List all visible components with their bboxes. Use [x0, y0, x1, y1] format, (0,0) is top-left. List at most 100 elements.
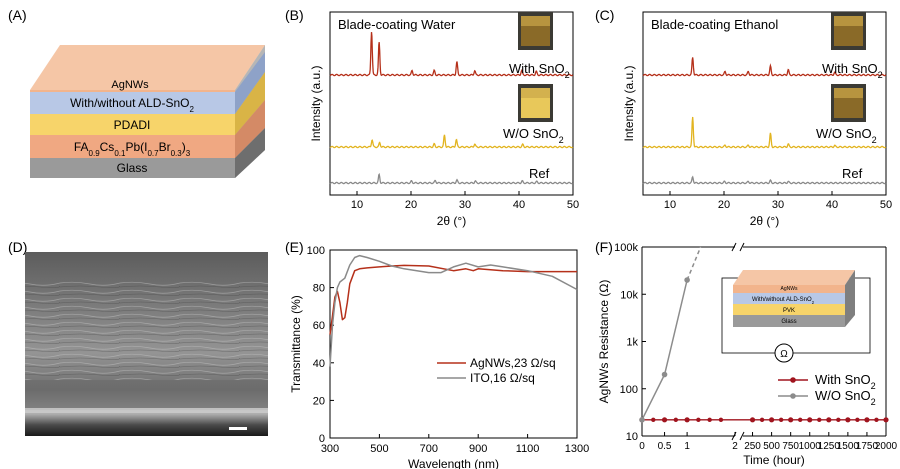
series-line-ito	[329, 254, 578, 367]
y-axis-label: Intensity (a.u.)	[309, 65, 323, 141]
xrd-series-ref	[329, 172, 574, 185]
data-point-with-sno2	[718, 417, 724, 423]
data-point-with-sno2	[684, 417, 690, 423]
x-tick-label: 700	[420, 443, 438, 455]
y-tick-label: 10	[626, 431, 638, 443]
panel-label-e: (E)	[285, 239, 304, 255]
legend-label-agnws: AgNWs,23 Ω/sq	[470, 356, 556, 370]
data-point-with-sno2	[651, 417, 656, 423]
data-point-with-sno2	[836, 417, 841, 423]
y-tick-label: 10k	[620, 289, 638, 301]
x-tick-label: 900	[469, 443, 487, 455]
axis-break	[739, 242, 745, 252]
x-tick-label: 1	[684, 441, 690, 452]
layer-label-pdadi: PDADI	[114, 118, 151, 132]
side-pvk	[235, 100, 265, 158]
inset-label-agnws: AgNWs	[781, 286, 798, 292]
x-tick-label: 20	[718, 199, 730, 211]
sample-photo	[831, 12, 866, 50]
x-tick-label: 1250	[818, 441, 841, 452]
x-tick-label: 1500	[837, 441, 860, 452]
panel-label-f: (F)	[595, 239, 613, 255]
sem-cross-section-image	[25, 252, 268, 436]
photo-highlight	[521, 88, 550, 98]
data-point-with-sno2	[696, 417, 701, 423]
data-point-with-sno2	[845, 417, 851, 423]
xrd-series-wo-sno2	[329, 134, 574, 149]
layer-agnw	[30, 90, 235, 92]
data-point-with-sno2	[769, 417, 775, 423]
y-axis-label: AgNWs Resistance (Ω)	[597, 280, 611, 404]
panel-label-c: (C)	[595, 7, 614, 23]
inset-device-diagram: Ω AgNWs With/without ALD-SnO2 PVK Glass	[721, 270, 871, 363]
sem-nanowire-texture	[25, 280, 268, 380]
x-tick-label: 2	[732, 441, 738, 452]
x-tick-label: 300	[321, 443, 339, 455]
data-point-with-sno2	[707, 417, 712, 423]
xrd-series-with-sno2	[329, 32, 574, 77]
side-sno2	[235, 52, 265, 114]
xrd-water-chart: 10 20 30 40 50 2θ (°) Intensity (a.u.) Blade-co…	[309, 11, 579, 228]
data-point-wo-sno2	[639, 417, 645, 423]
x-axis-label: 2θ (°)	[437, 214, 466, 228]
data-point-with-sno2	[749, 417, 756, 423]
chart-title: Blade-coating Ethanol	[651, 17, 778, 32]
legend-label-with-sno2: With SnO2	[815, 372, 876, 391]
inset-label-glass: Glass	[781, 319, 796, 325]
x-tick-label: 2000	[875, 441, 898, 452]
layer-label-agnws: AgNWs	[111, 79, 149, 91]
series-label-with-sno2: With SnO2	[509, 61, 570, 80]
y-tick-label: 100k	[614, 242, 638, 254]
legend-label-ito: ITO,16 Ω/sq	[470, 371, 535, 385]
x-tick-label: 1000	[799, 441, 822, 452]
y-tick-label: 80	[313, 283, 325, 295]
x-axis-label: Wavelength (nm)	[408, 457, 499, 469]
sem-substrate-edge	[25, 408, 268, 413]
axis-break	[731, 242, 737, 252]
data-point-wo-sno2	[684, 277, 690, 283]
sample-photo	[518, 12, 553, 50]
side-glass	[235, 128, 265, 178]
series-label-ref: Ref	[529, 166, 550, 181]
data-point-with-sno2	[673, 417, 679, 423]
layer-label-glass: Glass	[117, 161, 148, 175]
data-point-with-sno2	[874, 417, 879, 423]
layer-glass	[30, 158, 235, 178]
legend-label-wo-sno2: W/O SnO2	[815, 388, 876, 407]
x-tick-label: 0.5	[658, 441, 672, 452]
inset-side-face	[845, 270, 855, 327]
x-tick-label: 10	[664, 199, 676, 211]
layer-sno2	[30, 92, 235, 114]
x-tick-label: 10	[351, 199, 363, 211]
resistance-chart: 10 100 1k 10k 100k 0 0.5 1 2 250 500 750 10001250150…	[597, 242, 898, 467]
x-tick-label: 30	[459, 199, 471, 211]
sample-photo	[518, 84, 553, 122]
ohmmeter-symbol	[774, 343, 794, 363]
inset-layer-3	[733, 315, 845, 327]
layer-pdadi	[30, 114, 235, 135]
x-tick-label: 1100	[516, 443, 540, 455]
legend-marker-wo-sno2	[790, 393, 796, 399]
photo-highlight	[834, 88, 863, 98]
photo-highlight	[521, 16, 550, 26]
transmittance-chart: 300 500 700 900 1100 1300 0 20 40 60 80 100 Waveleng…	[289, 245, 589, 469]
data-point-with-sno2	[817, 417, 822, 423]
inset-label-sno2: With/without ALD-SnO2	[752, 297, 815, 305]
data-point-with-sno2	[855, 417, 860, 423]
y-tick-label: 100	[620, 384, 638, 396]
x-tick-label: 40	[513, 199, 525, 211]
layer-label-perovskite: FA0.9Cs0.1Pb(I0.7Br0.3)3	[74, 140, 191, 158]
axis-break	[739, 431, 745, 441]
inset-layer-1	[733, 293, 845, 304]
series-label-ref: Ref	[842, 166, 863, 181]
scale-bar	[229, 427, 247, 430]
data-point-with-sno2	[826, 417, 832, 423]
plot-frame	[642, 11, 887, 196]
panel-label-b: (B)	[285, 7, 304, 23]
y-tick-label: 0	[319, 433, 325, 445]
data-point-with-sno2	[778, 417, 784, 423]
side-pdadi	[235, 72, 265, 135]
series-line-agnws	[329, 264, 577, 335]
